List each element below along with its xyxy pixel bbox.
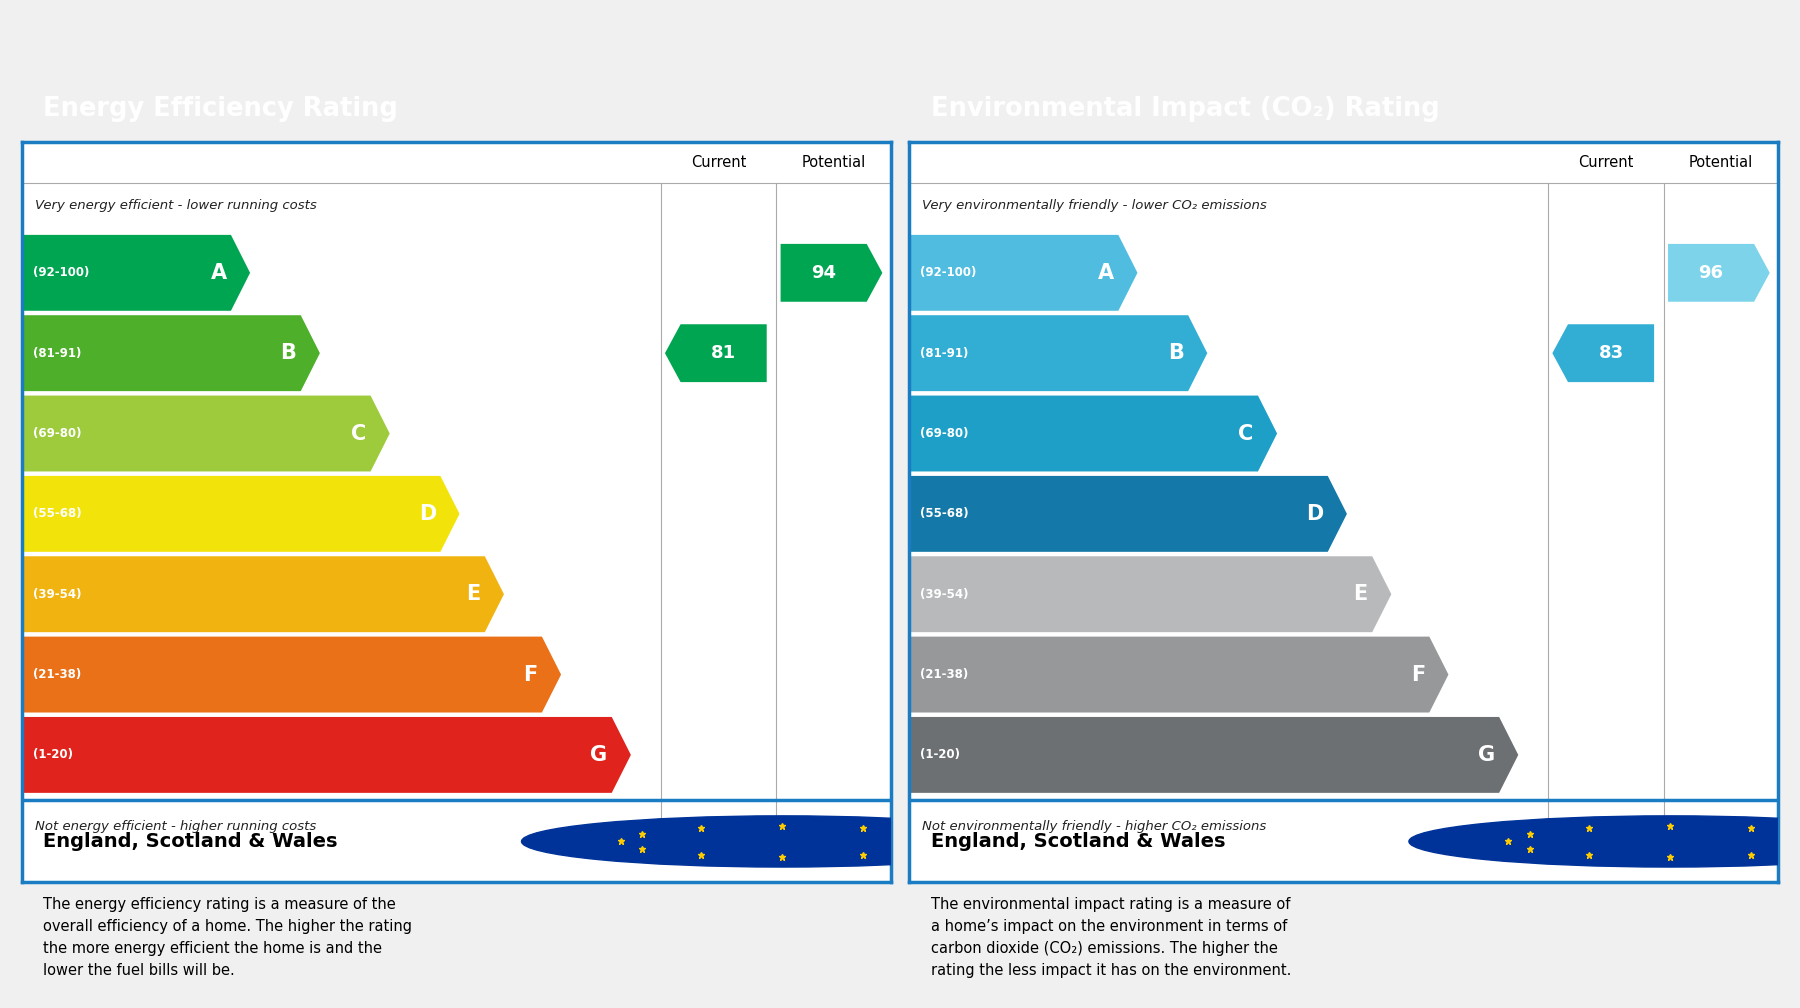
Text: A: A xyxy=(1098,263,1114,283)
Text: 94: 94 xyxy=(812,264,837,282)
Text: (92-100): (92-100) xyxy=(920,266,977,279)
Polygon shape xyxy=(22,476,459,551)
Polygon shape xyxy=(22,717,630,793)
Text: The environmental impact rating is a measure of
a home’s impact on the environme: The environmental impact rating is a mea… xyxy=(931,897,1291,979)
Text: The energy efficiency rating is a measure of the
overall efficiency of a home. T: The energy efficiency rating is a measur… xyxy=(43,897,412,979)
Text: (21-38): (21-38) xyxy=(920,668,968,681)
Text: Current: Current xyxy=(1579,155,1634,170)
Polygon shape xyxy=(909,717,1517,793)
Text: (81-91): (81-91) xyxy=(32,347,81,360)
Polygon shape xyxy=(1552,325,1654,382)
Text: Not energy efficient - higher running costs: Not energy efficient - higher running co… xyxy=(34,821,315,834)
Text: D: D xyxy=(419,504,436,524)
Polygon shape xyxy=(22,556,504,632)
Text: Very energy efficient - lower running costs: Very energy efficient - lower running co… xyxy=(34,199,317,212)
Text: (55-68): (55-68) xyxy=(920,507,968,520)
Text: (1-20): (1-20) xyxy=(920,748,961,761)
Text: EU Directive
2002/91/EC: EU Directive 2002/91/EC xyxy=(1481,828,1553,856)
Text: A: A xyxy=(211,263,227,283)
Text: (1-20): (1-20) xyxy=(32,748,74,761)
Text: 81: 81 xyxy=(711,344,736,362)
Text: Current: Current xyxy=(691,155,747,170)
Text: (81-91): (81-91) xyxy=(920,347,968,360)
Polygon shape xyxy=(909,395,1278,472)
Text: England, Scotland & Wales: England, Scotland & Wales xyxy=(43,832,338,851)
Text: B: B xyxy=(1168,343,1184,363)
Text: Very environmentally friendly - lower CO₂ emissions: Very environmentally friendly - lower CO… xyxy=(922,199,1267,212)
Polygon shape xyxy=(909,235,1138,310)
Text: (69-80): (69-80) xyxy=(32,427,81,440)
Text: (55-68): (55-68) xyxy=(32,507,81,520)
Text: E: E xyxy=(466,585,481,604)
Polygon shape xyxy=(781,244,882,301)
Polygon shape xyxy=(664,325,767,382)
Text: (92-100): (92-100) xyxy=(32,266,90,279)
Text: Not environmentally friendly - higher CO₂ emissions: Not environmentally friendly - higher CO… xyxy=(922,821,1265,834)
Polygon shape xyxy=(22,316,320,391)
Polygon shape xyxy=(1669,244,1769,301)
Text: (39-54): (39-54) xyxy=(32,588,81,601)
Text: Environmental Impact (CO₂) Rating: Environmental Impact (CO₂) Rating xyxy=(931,96,1440,122)
Text: C: C xyxy=(1238,423,1253,444)
Text: EU Directive
2002/91/EC: EU Directive 2002/91/EC xyxy=(594,828,666,856)
Polygon shape xyxy=(909,476,1346,551)
Polygon shape xyxy=(22,395,391,472)
Text: 96: 96 xyxy=(1699,264,1724,282)
Text: 83: 83 xyxy=(1598,344,1624,362)
Text: G: G xyxy=(590,745,607,765)
Text: B: B xyxy=(281,343,297,363)
Text: E: E xyxy=(1354,585,1368,604)
Text: England, Scotland & Wales: England, Scotland & Wales xyxy=(931,832,1226,851)
Text: Potential: Potential xyxy=(801,155,866,170)
Text: G: G xyxy=(1478,745,1494,765)
Polygon shape xyxy=(909,637,1449,713)
Text: Potential: Potential xyxy=(1688,155,1753,170)
Circle shape xyxy=(1409,815,1800,867)
Text: (69-80): (69-80) xyxy=(920,427,968,440)
Text: (21-38): (21-38) xyxy=(32,668,81,681)
Text: C: C xyxy=(351,423,365,444)
Text: F: F xyxy=(524,664,538,684)
Polygon shape xyxy=(22,637,562,713)
Text: Energy Efficiency Rating: Energy Efficiency Rating xyxy=(43,96,398,122)
Polygon shape xyxy=(22,235,250,310)
Text: (39-54): (39-54) xyxy=(920,588,968,601)
Text: F: F xyxy=(1411,664,1426,684)
Text: D: D xyxy=(1307,504,1323,524)
Polygon shape xyxy=(909,316,1208,391)
Circle shape xyxy=(522,815,1044,867)
Polygon shape xyxy=(909,556,1391,632)
